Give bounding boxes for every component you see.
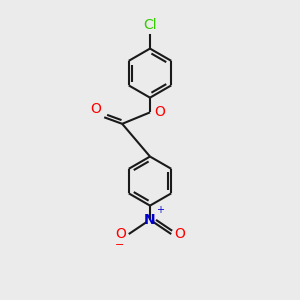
Text: N: N <box>144 213 156 227</box>
Text: O: O <box>115 227 126 241</box>
Text: O: O <box>90 102 101 116</box>
Text: O: O <box>154 105 165 119</box>
Text: Cl: Cl <box>143 18 157 32</box>
Text: +: + <box>156 206 164 215</box>
Text: O: O <box>174 227 185 241</box>
Text: −: − <box>115 240 124 250</box>
